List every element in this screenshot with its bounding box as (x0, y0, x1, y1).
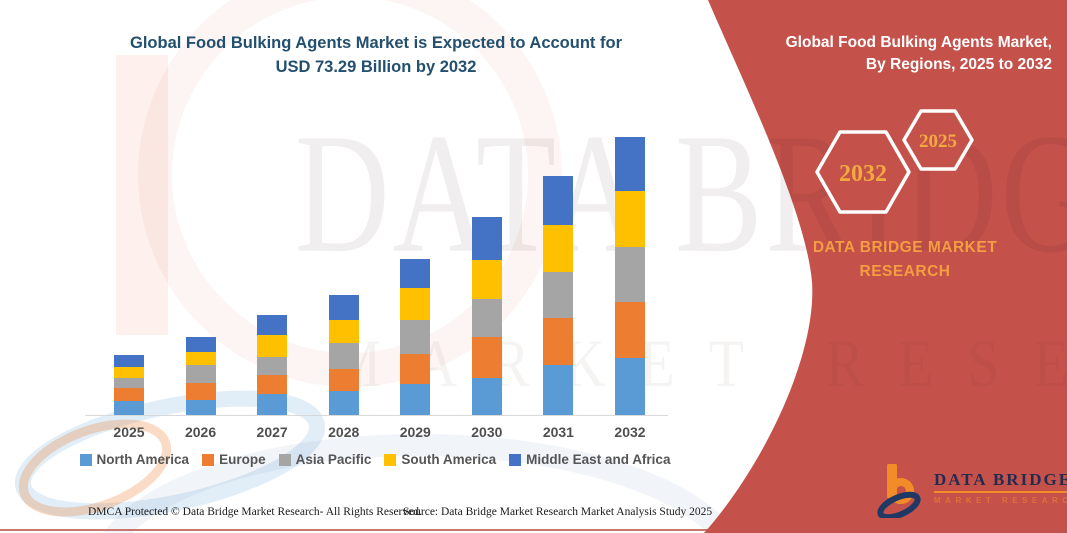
bar-segment-2031-middle-east-and-africa (543, 176, 574, 225)
bar-segment-2028-middle-east-and-africa (328, 294, 359, 320)
logo-name: DATA BRIDGE (934, 470, 1067, 493)
panel-heading-line1: Global Food Bulking Agents Market, (785, 34, 1052, 51)
bar-segment-2026-north-america (185, 399, 216, 415)
watermark-b-stem (116, 55, 168, 335)
bar-segment-2026-middle-east-and-africa (185, 336, 216, 352)
chart-title-line2: USD 73.29 Billion by 2032 (275, 58, 477, 76)
footer-source-text: Source: Data Bridge Market Research Mark… (403, 506, 713, 518)
hexagon-2032-label: 2032 (839, 161, 887, 187)
bar-segment-2025-asia-pacific (114, 378, 144, 389)
bar-segment-2028-south-america (328, 319, 359, 344)
hexagon-2032 (815, 130, 911, 214)
bar-segment-2032-middle-east-and-africa (614, 137, 645, 191)
x-axis-label-2028: 2028 (328, 424, 360, 440)
x-axis-label-2026: 2026 (184, 424, 217, 440)
legend-label: South America (401, 452, 497, 467)
legend-label: Asia Pacific (295, 452, 372, 467)
footer-dmca-text: DMCA Protected © Data Bridge Market Rese… (88, 506, 422, 518)
legend-swatch-icon (202, 453, 215, 466)
watermark-gray-arc (103, 434, 737, 533)
bar-segment-2025-north-america (114, 401, 144, 415)
legend-item-europe: Europe (202, 452, 266, 467)
legend-item-south-america: South America (384, 452, 496, 467)
legend-label: Europe (219, 452, 266, 467)
bar-segment-2027-asia-pacific (257, 357, 288, 376)
panel-brand-line2: RESEARCH (859, 263, 951, 280)
bar-segment-2030-north-america (471, 378, 502, 415)
bottom-accent-line (0, 529, 1067, 531)
bar-segment-2026-asia-pacific (185, 365, 216, 384)
panel-brand-line1: DATA BRIDGE MARKET (812, 239, 998, 256)
hexagon-2025-label: 2025 (919, 131, 957, 152)
bar-segment-2027-middle-east-and-africa (257, 314, 288, 336)
bar-segment-2031-north-america (543, 365, 574, 415)
logo-subtitle: MARKET RESEARCH (934, 496, 1067, 505)
legend-item-asia-pacific: Asia Pacific (278, 452, 372, 467)
x-axis-label-2029: 2029 (399, 424, 431, 440)
legend-swatch-icon (384, 453, 397, 466)
bar-segment-2031-europe (543, 318, 574, 365)
panel-heading: Global Food Bulking Agents Market, By Re… (740, 32, 1052, 76)
logo-text-column: DATA BRIDGE MARKET RESEARCH (934, 462, 1067, 505)
bar-segment-2032-asia-pacific (614, 246, 645, 302)
hexagon-2025 (902, 109, 974, 171)
bar-segment-2032-south-america (614, 190, 645, 247)
chart-title-line1: Global Food Bulking Agents Market is Exp… (130, 34, 622, 52)
panel-heading-line2: By Regions, 2025 to 2032 (865, 56, 1052, 73)
legend-label: North America (96, 452, 190, 467)
watermark-orange-arc (18, 419, 172, 517)
chart-title: Global Food Bulking Agents Market is Exp… (66, 31, 686, 79)
bar-segment-2029-south-america (400, 288, 431, 320)
x-axis-label-2030: 2030 (471, 424, 503, 440)
legend-swatch-icon (278, 453, 291, 466)
bar-segment-2026-europe (185, 383, 216, 400)
data-bridge-logo-icon (877, 464, 921, 518)
x-axis-label-2025: 2025 (113, 424, 145, 440)
bar-segment-2025-south-america (114, 366, 144, 379)
bar-segment-2026-south-america (185, 351, 216, 365)
bar-segment-2030-middle-east-and-africa (471, 217, 502, 260)
bar-segment-2030-asia-pacific (471, 299, 502, 338)
bar-segment-2032-europe (614, 301, 645, 359)
legend-item-middle-east-and-africa: Middle East and Africa (509, 452, 670, 467)
bar-segment-2029-asia-pacific (400, 319, 431, 355)
legend-item-north-america: North America (79, 452, 190, 467)
red-panel (704, 0, 1067, 533)
bar-segment-2025-middle-east-and-africa (114, 354, 144, 367)
bar-segment-2032-north-america (614, 358, 645, 415)
chart-legend: North America Europe Asia Pacific South Ame… (75, 452, 675, 467)
bar-segment-2030-europe (471, 337, 502, 379)
x-axis-label-2027: 2027 (256, 424, 288, 440)
x-axis-label-2032: 2032 (614, 424, 646, 440)
bar-segment-2028-north-america (328, 390, 359, 415)
panel-brand-text: DATA BRIDGE MARKET RESEARCH (795, 236, 1015, 284)
bar-segment-2030-south-america (471, 259, 502, 300)
bar-segment-2027-south-america (257, 335, 288, 358)
legend-swatch-icon (509, 453, 522, 466)
bar-segment-2025-europe (114, 388, 144, 402)
company-logo: DATA BRIDGE MARKET RESEARCH (876, 462, 1067, 520)
x-axis-label-2031: 2031 (542, 424, 574, 440)
bar-segment-2027-europe (257, 375, 288, 395)
bar-segment-2029-europe (400, 354, 431, 384)
bar-segment-2031-asia-pacific (543, 271, 574, 319)
x-axis-line (85, 415, 668, 416)
bar-segment-2028-asia-pacific (328, 343, 359, 370)
bar-segment-2028-europe (328, 369, 359, 391)
legend-swatch-icon (79, 453, 92, 466)
watermark-blue-swoosh (14, 390, 326, 520)
legend-label: Middle East and Africa (526, 452, 671, 467)
bar-segment-2027-north-america (257, 394, 288, 415)
bar-segment-2029-north-america (400, 383, 431, 415)
bar-segment-2029-middle-east-and-africa (400, 258, 431, 289)
bar-segment-2031-south-america (543, 224, 574, 272)
